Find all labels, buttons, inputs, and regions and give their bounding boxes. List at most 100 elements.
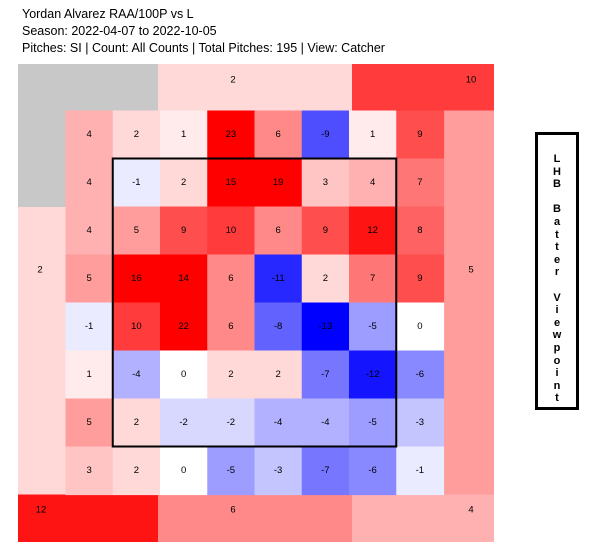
heatmap-cell-value: 16 [131,273,142,284]
heatmap-cell-value: 2 [228,369,233,380]
outer-region-label-left: 2 [37,265,42,276]
heatmap-cell-value: -9 [321,129,329,140]
heatmap-cell [301,158,350,208]
heatmap-cell [160,302,208,352]
heatmap-cell-value: 14 [178,273,189,284]
outer-region-label-right: 5 [468,265,473,276]
heatmap-cell-value: 10 [226,225,237,236]
outer-region-bottom-middle [158,494,352,542]
heatmap-cell-value: -11 [272,273,285,284]
heatmap-cell-value: 2 [134,465,139,476]
outer-region-bottom-right [352,494,494,542]
heatmap-cell [160,398,208,448]
heatmap-cell [254,158,303,208]
heatmap-cell-value: 9 [323,225,328,236]
heatmap-cell-value: 6 [275,129,280,140]
heatmap-cell [349,446,397,496]
strike-zone-outline [111,157,398,448]
heatmap-cell [207,398,256,448]
heatmap-cell-value: -1 [132,177,140,188]
heatmap-cell-value: -4 [321,417,329,428]
heatmap-cell-value: 19 [273,177,284,188]
heatmap-cell-value: 9 [181,225,186,236]
heatmap-cell-value: 5 [86,273,91,284]
heatmap-cell-value: 4 [86,177,91,188]
outer-region-bottom-left [18,494,160,542]
heatmap-cell [65,110,114,160]
heatmap-cell [254,446,303,496]
heatmap-cell [349,398,397,448]
season-range: Season: 2022-04-07 to 2022-10-05 [22,24,217,38]
heatmap-cell [254,398,303,448]
outer-region-label-top-middle: 2 [230,75,235,86]
heatmap-cell [396,158,445,208]
heatmap-cell [254,206,303,256]
heatmap-cell [396,254,445,304]
heatmap-cell [160,254,208,304]
heatmap-cell [112,206,161,256]
heatmap-cell-value: 9 [417,273,422,284]
heatmap-cell [160,206,208,256]
heatmap-cell [112,110,161,160]
heatmap-cell-value: -6 [368,465,376,476]
heatmap-cell [160,350,208,400]
heatmap-cell-value: -2 [227,417,235,428]
heatmap-cell-value: 1 [86,369,91,380]
heatmap-cell-value: -5 [368,417,376,428]
heatmap-cell [65,206,114,256]
heatmap-cell [207,254,256,304]
heatmap-cell [396,302,445,352]
heatmap-cell-value: 8 [417,225,422,236]
heatmap-cell-value: -3 [274,465,282,476]
heatmap-cell-value: 4 [86,129,91,140]
heatmap-cell-value: -4 [274,417,282,428]
heatmap-cell-value: -6 [416,369,424,380]
outer-region-label-top-right: 10 [466,75,477,86]
heatmap-cell [301,206,350,256]
heatmap-cell-value: -12 [366,369,380,380]
heatmap-cell [254,254,303,304]
heatmap-cell [160,110,208,160]
heatmap-cell [112,302,161,352]
heatmap-cell-value: 5 [134,225,139,236]
outer-region-right [443,110,494,495]
filter-summary: Pitches: SI | Count: All Counts | Total … [22,41,385,55]
heatmap-cell [112,350,161,400]
heatmap-cell-value: 22 [178,321,189,332]
heatmap-cell-value: -2 [179,417,187,428]
heatmap-cell-value: 6 [228,273,233,284]
outer-region-top-right [352,64,494,111]
heatmap-cell [349,254,397,304]
heatmap-cell [396,398,445,448]
chart-title: Yordan Alvarez RAA/100P vs L [22,7,194,21]
heatmap-cell-value: 7 [370,273,375,284]
heatmap-cell [301,446,350,496]
heatmap-cell [349,110,397,160]
heatmap-cell [207,350,256,400]
heatmap-cell-value: -5 [368,321,376,332]
heatmap-cell [301,110,350,160]
heatmap-cell [301,254,350,304]
heatmap-cell-value: 23 [226,129,237,140]
heatmap-cell-value: 0 [181,369,186,380]
heatmap-cell [396,110,445,160]
heatmap-cell [112,446,161,496]
heatmap-cell-value: 1 [370,129,375,140]
heatmap-cell-value: 4 [86,225,91,236]
heatmap-cell [349,206,397,256]
outer-region-label-bottom-middle: 6 [230,505,235,516]
heatmap-cell-value: 12 [367,225,378,236]
heatmap-cell [65,398,114,448]
heatmap-cell [349,158,397,208]
heatmap-cell-value: -7 [321,369,329,380]
heatmap-cell [207,206,256,256]
heatmap-cell-value: -5 [227,465,235,476]
heatmap-cell [207,302,256,352]
heatmap-cell-value: -7 [321,465,329,476]
outer-region-top-left [18,64,160,111]
outer-region-label-bottom-left: 12 [36,505,47,516]
heatmap-cell-value: 0 [181,465,186,476]
heatmap-cell-value: -8 [274,321,282,332]
